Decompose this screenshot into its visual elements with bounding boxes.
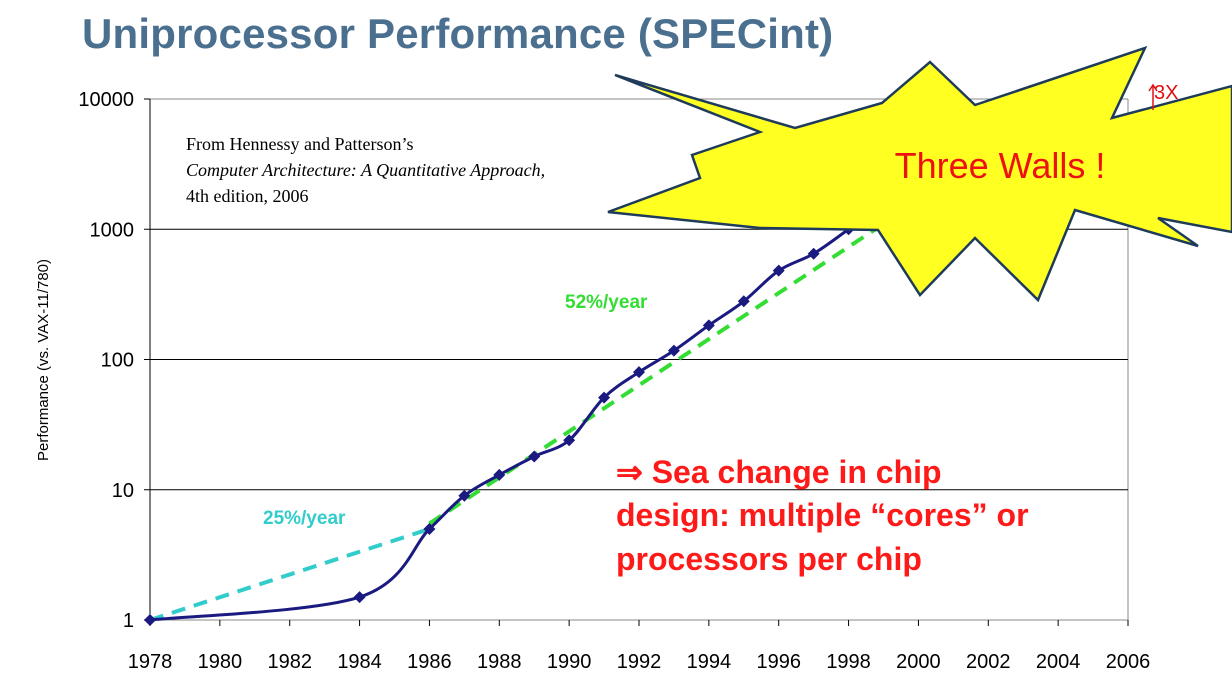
data-point-marker [772, 264, 785, 277]
sea-change-line2: design: multiple “cores” or [616, 497, 1029, 533]
data-point-marker [144, 614, 156, 626]
y-tick-label: 100 [101, 350, 134, 372]
x-tick-label: 1994 [687, 651, 732, 673]
y-tick-label: 1 [123, 610, 134, 632]
data-point-marker [702, 319, 715, 332]
sea-change-line1: ⇒ Sea change in chip [616, 454, 942, 490]
y-tick-labels: 10000 1000 100 10 1 [78, 89, 150, 632]
data-point-marker [458, 489, 471, 502]
arrow-head-icon [1148, 83, 1158, 92]
page-title: Uniprocessor Performance (SPECint) [82, 10, 834, 57]
trend-line [149, 527, 431, 622]
y-tick-label: 1000 [90, 219, 135, 241]
x-tick-label: 2000 [896, 651, 941, 673]
x-tick-label: 1990 [547, 651, 592, 673]
x-tick-label: 1996 [756, 651, 801, 673]
x-tick-label: 1980 [198, 651, 243, 673]
trend-lines [149, 222, 885, 622]
data-point-marker [563, 434, 576, 447]
data-point-marker [667, 344, 680, 357]
explosion-callout-shape [607, 45, 1232, 303]
data-point-marker [598, 391, 611, 404]
x-tick-label: 1984 [337, 651, 382, 673]
data-point-marker [633, 366, 645, 379]
data-point-marker [353, 591, 366, 604]
data-series [144, 223, 855, 626]
x-tick-label: 2002 [966, 651, 1011, 673]
data-point-marker [528, 450, 541, 463]
data-point-marker [807, 247, 820, 260]
data-point-marker [737, 295, 750, 308]
data-point-marker [423, 522, 436, 535]
x-tick-label: 2004 [1036, 651, 1081, 673]
multiplier-label: 3X [1154, 82, 1178, 104]
x-tick-label: 1998 [826, 651, 871, 673]
y-axis-label: Performance (vs. VAX-11/780) [35, 259, 52, 461]
trend-label-52: 52%/year [565, 292, 648, 313]
x-tick-label: 1986 [407, 651, 452, 673]
data-point-marker [493, 468, 506, 481]
trend-label-25: 25%/year [263, 508, 346, 529]
x-tick-label: 1992 [617, 651, 662, 673]
sea-change-line3: processors per chip [616, 541, 922, 577]
gridlines [150, 228, 1128, 491]
callout-text: Three Walls ! [895, 145, 1106, 186]
x-tick-label: 1978 [128, 651, 173, 673]
x-tick-label: 1982 [267, 651, 312, 673]
trend-labels: 25%/year 52%/year [263, 292, 648, 529]
source-note-line3: 4th edition, 2006 [186, 186, 309, 206]
y-tick-label: 10000 [78, 89, 134, 111]
performance-line [149, 228, 850, 622]
x-tick-label: 2006 [1106, 651, 1151, 673]
x-tick-labels: 1978 1980 1982 1984 1986 1988 1990 1992 1994 1996… [128, 620, 1151, 673]
x-tick-label: 1988 [477, 651, 522, 673]
source-note-line1: From Hennessy and Patterson’s [186, 134, 413, 154]
y-tick-label: 10 [112, 480, 134, 502]
source-note-line2: Computer Architecture: A Quantitative Ap… [186, 160, 545, 180]
